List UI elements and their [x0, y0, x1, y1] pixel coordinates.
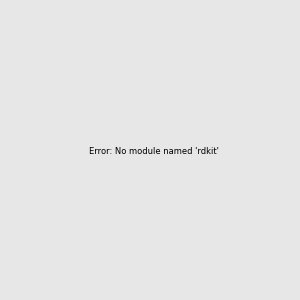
Text: Error: No module named 'rdkit': Error: No module named 'rdkit' — [89, 147, 219, 156]
